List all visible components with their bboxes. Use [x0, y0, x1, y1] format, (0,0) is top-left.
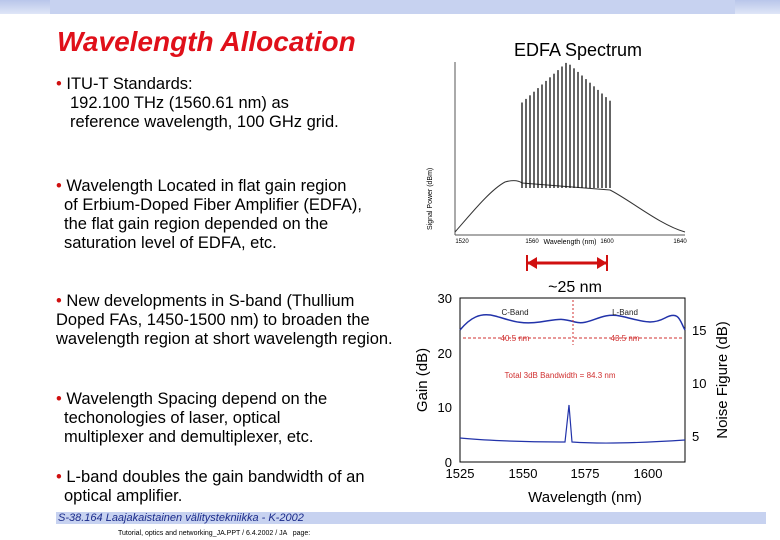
bullet-text: ITU-T Standards:: [66, 75, 193, 93]
band-label: L-Band: [612, 308, 638, 317]
spectrum-annotation: ~25 nm: [548, 279, 602, 296]
band-label: C-Band: [501, 308, 528, 317]
tick-label: 1600: [634, 466, 663, 481]
spectrum-title: EDFA Spectrum: [514, 40, 642, 60]
bullet: • ITU-T Standards: 192.100 THz (1560.61 …: [56, 75, 339, 131]
tick-label: 15: [692, 323, 706, 338]
tick-label: 10: [692, 376, 706, 391]
bullet: • Wavelength Located in flat gain region…: [56, 177, 363, 252]
bullet-detail: 192.100 THz (1560.61 nm) as reference wa…: [70, 94, 339, 131]
bullet: • New developments in S-band (Thullium D…: [56, 292, 393, 348]
gain-curve: [459, 314, 686, 331]
gain-frame: [459, 297, 686, 463]
tick-label: 1560: [525, 239, 539, 245]
bullet-text: L-band doubles the gain bandwidth of an …: [64, 468, 365, 505]
tick-label: 30: [438, 291, 452, 306]
tick-label: 1640: [673, 239, 687, 245]
spectrum-y-label: Signal Power (dBm): [427, 168, 434, 230]
footer-course: S-38.164 Laajakaistainen välitystekniikk…: [58, 512, 304, 524]
bullet-text: Wavelength Spacing depend on the techono…: [64, 390, 328, 446]
tick-label: 5: [692, 429, 699, 444]
x-axis-label: Wavelength (nm): [528, 489, 642, 506]
tick-label: 1520: [455, 239, 469, 245]
y2-axis-label: Noise Figure (dB): [714, 321, 731, 439]
tick-label: 1575: [571, 466, 600, 481]
y-axis-label: Gain (dB): [414, 348, 431, 412]
tick-label: 1600: [600, 239, 614, 245]
spectrum-plot: [454, 62, 686, 236]
total-bandwidth: Total 3dB Bandwidth = 84.3 nm: [505, 371, 616, 380]
band-width: 40.5 nm: [501, 334, 530, 343]
tick-label: 1550: [509, 466, 538, 481]
spectrum-x-label: Wavelength (nm): [543, 239, 596, 246]
arrow-heads: [527, 257, 607, 269]
tick-label: 1525: [446, 466, 475, 481]
tick-label: 0: [445, 455, 452, 470]
header-band: [50, 0, 735, 14]
tick-label: 10: [438, 400, 452, 415]
spectrum-curve: [454, 180, 686, 233]
bullet: • L-band doubles the gain bandwidth of a…: [56, 468, 365, 505]
bullet-text: Wavelength Located in flat gain region o…: [64, 177, 363, 252]
tick-label: 20: [438, 346, 452, 361]
slide-title: Wavelength Allocation: [57, 26, 356, 57]
band-width: 43.5 nm: [611, 334, 640, 343]
footer-bar: [56, 512, 766, 524]
footer-info: Tutorial, optics and networking_JA.PPT /…: [118, 530, 311, 537]
noise-curve: [459, 404, 686, 444]
bullet: • Wavelength Spacing depend on the techo…: [56, 390, 328, 446]
bullet-text: New developments in S-band (Thullium Dop…: [56, 292, 393, 348]
